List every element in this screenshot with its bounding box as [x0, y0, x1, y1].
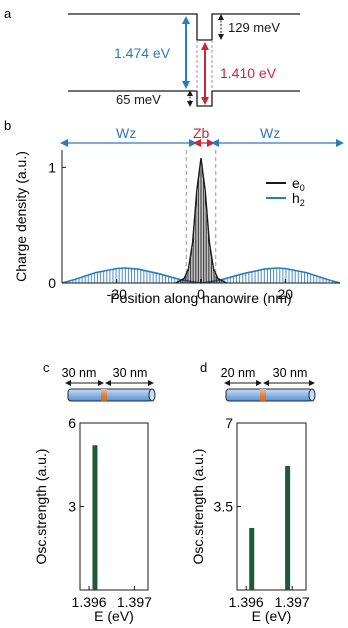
panel-d-bar	[285, 465, 291, 590]
zb-region-label: Zb	[193, 125, 210, 141]
panel-d-x-tick-label: 1.396	[229, 594, 264, 610]
segment-c-right-label: 30 nm	[113, 366, 148, 380]
panel-c-y-tick-label: 3	[68, 499, 76, 515]
panel-d-y-tick-label: 7	[225, 415, 233, 431]
wz-region-left-label: Wz	[116, 125, 136, 141]
panel-d-y-tick-label: 3.5	[214, 499, 234, 515]
panel-c-label: c	[43, 360, 50, 375]
panel-a: a 1.474 eV 1.410 eV 129 meV 65 meV	[4, 6, 300, 107]
legend-label-e0: e0	[292, 175, 305, 193]
panel-d-x-axis-label: E (eV)	[252, 608, 292, 624]
vb-offset-label: 65 meV	[116, 92, 161, 107]
panel-d-plot-frame	[236, 422, 307, 591]
panel-c-y-tick-label: 6	[68, 415, 76, 431]
nanowire-d-icon	[225, 388, 316, 402]
panel-b-x-tick-label: 0	[197, 286, 205, 302]
panel-c-x-tick-label: 1.396	[72, 594, 107, 610]
panel-b-label: b	[4, 118, 11, 133]
panel-b-x-tick-label: 20	[277, 286, 293, 302]
valence-band-edge	[68, 90, 300, 107]
panel-b-x-tick-label: -20	[107, 286, 127, 302]
panel-b-y-tick-label: 0	[48, 275, 56, 291]
panel-b-y-axis-label: Charge density (a.u.)	[13, 151, 29, 282]
panel-a-label: a	[4, 6, 12, 21]
panel-d-label: d	[200, 360, 207, 375]
transition-label: 1.410 eV	[220, 65, 277, 81]
panel-d-x-tick-label: 1.397	[275, 594, 310, 610]
panel-b-x-axis-label: Position along nanowire (nm)	[110, 290, 291, 306]
nanowire-c-icon	[67, 388, 156, 402]
panel-d-y-axis-label: Osc.strength (a.u.)	[190, 449, 206, 565]
segment-c-left-label: 30 nm	[62, 366, 97, 380]
panel-d-bar	[249, 527, 255, 590]
segment-d-left-label: 20 nm	[221, 366, 256, 380]
segment-d-right-label: 30 nm	[273, 366, 308, 380]
panel-c-bar	[92, 445, 98, 590]
series-e0-line	[175, 158, 227, 284]
panel-c-x-tick-label: 1.397	[117, 594, 152, 610]
conduction-band-edge	[68, 13, 300, 41]
panel-c-x-axis-label: E (eV)	[94, 608, 134, 624]
wz-region-right-label: Wz	[260, 125, 280, 141]
legend-label-h2: h2	[292, 190, 305, 208]
panel-b-y-tick-label: 1	[48, 159, 56, 175]
cb-offset-label: 129 meV	[228, 20, 280, 35]
panel-c-plot-frame	[79, 422, 149, 591]
wz-gap-label: 1.474 eV	[114, 45, 171, 61]
panel-c-y-axis-label: Osc.strength (a.u.)	[33, 449, 49, 565]
